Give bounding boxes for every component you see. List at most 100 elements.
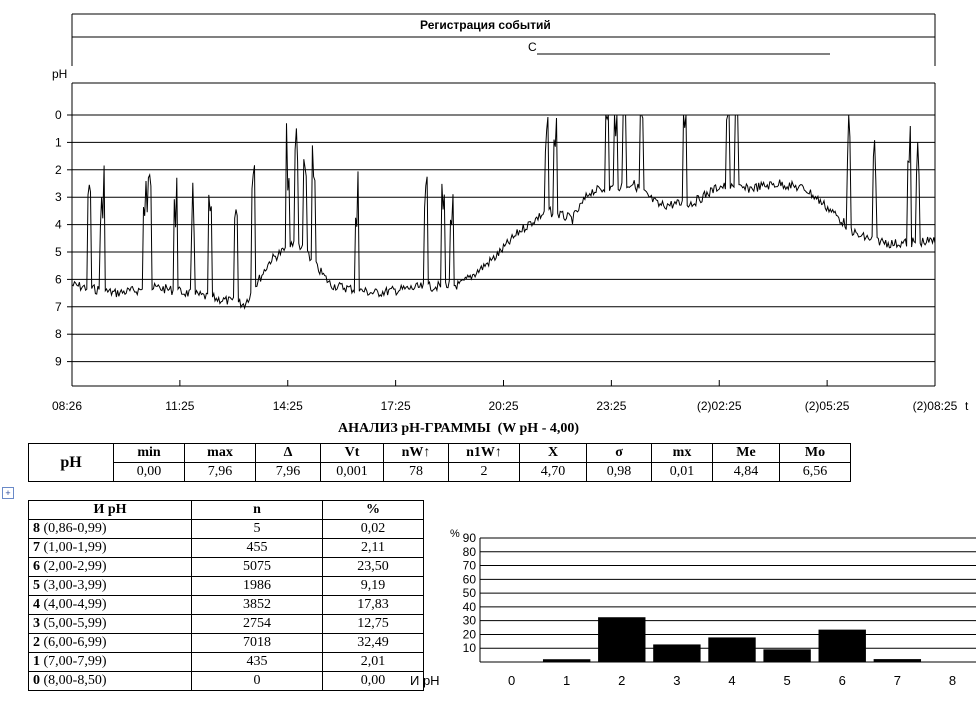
stats-header-5: n1W↑ (448, 443, 520, 463)
x-tick-label: (2)02:25 (697, 399, 742, 413)
stats-header-0: min (113, 443, 185, 463)
y-tick-label: 6 (55, 272, 62, 286)
x-tick-label: 23:25 (596, 399, 626, 413)
hist-y-tick-label: 70 (463, 559, 477, 573)
x-tick-label: (2)05:25 (805, 399, 850, 413)
stats-value-7: 0,98 (586, 462, 652, 482)
event-marker-label: С (528, 40, 537, 54)
row-percent: 0,00 (322, 671, 424, 691)
x-tick-label: 20:25 (488, 399, 518, 413)
hist-x-tick-label: 2 (618, 673, 625, 688)
stats-header-7: σ (586, 443, 652, 463)
hist-y-tick-label: 10 (463, 641, 477, 655)
row-percent: 17,83 (322, 595, 424, 615)
row-count: 5 (191, 519, 323, 539)
stats-value-0: 0,00 (113, 462, 185, 482)
hist-bar-3 (653, 644, 701, 662)
hist-bar-5 (763, 649, 811, 662)
row-ph-range: (4,00-4,99) (40, 597, 107, 612)
row-count: 7018 (191, 633, 323, 653)
event-registration-panel (71, 13, 936, 66)
row-ph-range: (0,86-0,99) (40, 521, 107, 536)
hist-y-tick-label: 20 (463, 627, 477, 641)
stats-header-1: max (184, 443, 256, 463)
row-ph-index: 1 (33, 654, 40, 669)
stats-row-label: рН (28, 443, 114, 482)
row-count: 3852 (191, 595, 323, 615)
col-header-n: n (191, 500, 323, 520)
stats-value-5: 2 (448, 462, 520, 482)
row-ph-range: (6,00-6,99) (40, 635, 107, 650)
row-ph-index: 0 (33, 673, 40, 688)
table-row: 5 (3,00-3,99) 1986 9,19 (28, 576, 424, 596)
ph-distribution-table: И рН n % 8 (0,86-0,99) 5 0,02 7 (1,00-1,99)… (28, 500, 424, 691)
row-percent: 2,11 (322, 538, 424, 558)
row-ph-index: 6 (33, 559, 40, 574)
stats-header-2: Δ (255, 443, 321, 463)
row-ph-range: (7,00-7,99) (40, 654, 107, 669)
y-axis-unit-label: pH (52, 67, 67, 81)
stats-value-10: 6,56 (779, 462, 851, 482)
stats-header-10: Mo (779, 443, 851, 463)
table-row: 4 (4,00-4,99) 3852 17,83 (28, 595, 424, 615)
row-ph-index: 8 (33, 521, 40, 536)
row-percent: 9,19 (322, 576, 424, 596)
table-row: 2 (6,00-6,99) 7018 32,49 (28, 633, 424, 653)
y-tick-label: 1 (55, 135, 62, 149)
hist-y-tick-label: 30 (463, 614, 477, 628)
row-count: 2754 (191, 614, 323, 634)
hist-x-tick-label: 7 (894, 673, 901, 688)
row-percent: 0,02 (322, 519, 424, 539)
y-tick-label: 3 (55, 190, 62, 204)
row-ph-index: 3 (33, 616, 40, 631)
ph-trace-line (71, 114, 936, 310)
table-row: 1 (7,00-7,99) 435 2,01 (28, 652, 424, 672)
y-tick-label: 7 (55, 300, 62, 314)
hist-bar-2 (598, 617, 646, 662)
event-registration-title: Регистрация событий (420, 18, 551, 32)
y-tick-label: 2 (55, 163, 62, 177)
hist-x-tick-label: 8 (949, 673, 956, 688)
row-percent: 2,01 (322, 652, 424, 672)
x-tick-label: 08:26 (52, 399, 82, 413)
hist-x-tick-label: 4 (728, 673, 735, 688)
row-count: 0 (191, 671, 323, 691)
row-count: 455 (191, 538, 323, 558)
row-ph-index: 2 (33, 635, 40, 650)
table-row: 0 (8,00-8,50) 0 0,00 (28, 671, 424, 691)
hist-x-tick-label: 6 (839, 673, 846, 688)
stats-header-8: mx (651, 443, 713, 463)
ph-time-chart: pH 0 1 2 3 4 5 6 7 8 9 08:26 11:25 14:25 17:25 20:25 23:… (52, 67, 969, 413)
table-row: 6 (2,00-2,99) 5075 23,50 (28, 557, 424, 577)
hist-y-tick-label: 40 (463, 600, 477, 614)
analysis-title: АНАЛИЗ рН-ГРАММЫ (W рН - 4,00) (338, 421, 580, 436)
x-tick-label: (2)08:25 (913, 399, 958, 413)
stats-value-1: 7,96 (184, 462, 256, 482)
y-tick-label: 9 (55, 355, 62, 369)
stats-value-8: 0,01 (651, 462, 713, 482)
hist-x-tick-label: 1 (563, 673, 570, 688)
row-count: 1986 (191, 576, 323, 596)
stats-value-6: 4,70 (519, 462, 587, 482)
y-tick-label: 8 (55, 327, 62, 341)
stats-value-9: 4,84 (712, 462, 780, 482)
hist-x-axis-label: И рН (410, 673, 440, 688)
table-move-handle-icon[interactable]: + (2, 487, 14, 499)
hist-bar-6 (818, 629, 866, 662)
stats-value-2: 7,96 (255, 462, 321, 482)
hist-y-tick-label: 90 (463, 531, 477, 545)
hist-y-tick-label: 50 (463, 586, 477, 600)
hist-bar-7 (873, 659, 922, 662)
row-count: 435 (191, 652, 323, 672)
row-percent: 32,49 (322, 633, 424, 653)
row-ph-range: (2,00-2,99) (40, 559, 107, 574)
y-tick-label: 0 (55, 108, 62, 122)
hist-y-tick-label: 80 (463, 545, 477, 559)
hist-bar-1 (542, 659, 591, 662)
stats-header-4: nW↑ (383, 443, 449, 463)
row-ph-index: 4 (33, 597, 40, 612)
hist-y-unit-label: % (450, 528, 460, 540)
stats-header-9: Me (712, 443, 780, 463)
